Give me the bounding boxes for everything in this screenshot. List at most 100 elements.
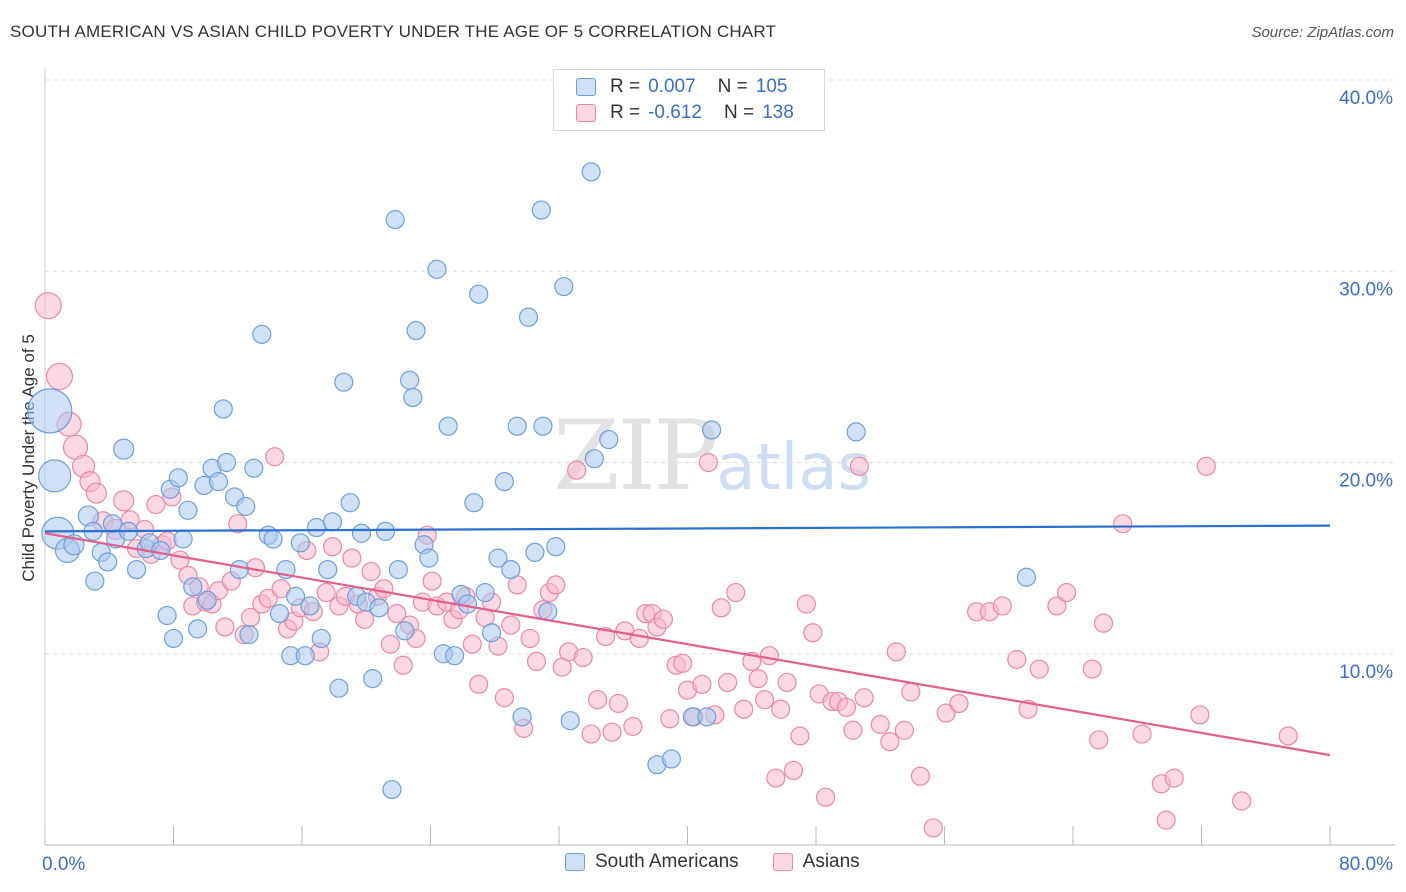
asian-point xyxy=(718,672,738,693)
south-american-point xyxy=(464,493,484,513)
south-american-point xyxy=(311,628,331,649)
y-tick-label: 40.0% xyxy=(1339,88,1393,109)
asian-point xyxy=(45,362,74,391)
south-american-point xyxy=(113,438,135,460)
x-tick-label-min: 0.0% xyxy=(42,854,85,875)
asian-point xyxy=(894,720,914,740)
asian-point xyxy=(660,709,680,729)
south-american-point xyxy=(168,468,188,488)
legend-r-label: R = xyxy=(610,102,641,123)
asian-point xyxy=(1082,659,1102,679)
asian-point xyxy=(843,720,863,740)
legend-r-value: -0.612 xyxy=(648,102,702,123)
asian-point xyxy=(992,596,1012,616)
asian-point xyxy=(748,669,768,689)
asian-point xyxy=(816,787,836,807)
legend-swatch-pink xyxy=(576,104,596,122)
legend-r-value: 0.007 xyxy=(648,76,696,97)
chart-title: SOUTH AMERICAN VS ASIAN CHILD POVERTY UN… xyxy=(10,22,777,41)
south-american-point xyxy=(306,517,327,538)
south-american-point xyxy=(518,307,539,327)
asian-point xyxy=(1007,649,1027,670)
south-american-point xyxy=(419,548,439,568)
south-american-point xyxy=(239,625,259,645)
south-american-point xyxy=(163,628,184,649)
south-american-point xyxy=(507,416,527,436)
south-american-point xyxy=(546,537,566,557)
asian-point xyxy=(520,628,540,649)
south-american-point xyxy=(98,552,118,572)
series-legend-south-americans[interactable]: South Americans xyxy=(565,851,739,873)
south-american-point xyxy=(554,276,574,297)
watermark: ZIPatlas xyxy=(553,400,871,512)
asian-point xyxy=(1278,726,1298,746)
south-american-point xyxy=(584,449,604,469)
asian-point xyxy=(469,674,489,694)
south-american-point xyxy=(599,429,619,450)
south-american-point xyxy=(533,416,553,436)
y-tick-label: 30.0% xyxy=(1339,279,1393,300)
series-legend-asians[interactable]: Asians xyxy=(772,851,860,873)
south-american-point xyxy=(263,529,283,549)
watermark-atlas: atlas xyxy=(716,431,871,505)
south-american-point xyxy=(85,571,105,591)
south-american-point xyxy=(151,540,171,561)
legend-n-value: 138 xyxy=(762,102,794,123)
asian-point xyxy=(422,571,442,591)
series-swatch-blue xyxy=(565,853,585,871)
asian-point xyxy=(923,818,943,838)
south-american-point xyxy=(340,493,360,513)
south-american-point xyxy=(229,559,249,580)
asian-point xyxy=(587,690,608,710)
south-american-point xyxy=(475,582,495,603)
south-american-point xyxy=(27,388,73,434)
south-american-point xyxy=(501,559,521,580)
asian-point xyxy=(215,617,235,637)
south-american-point xyxy=(183,577,203,597)
south-american-point xyxy=(531,200,551,220)
asian-point xyxy=(803,623,823,643)
south-american-point xyxy=(427,259,447,279)
asian-point xyxy=(526,651,547,672)
south-american-point xyxy=(701,420,722,440)
south-american-point xyxy=(1016,567,1037,587)
asian-point xyxy=(1164,768,1184,788)
south-american-point xyxy=(208,472,229,492)
asian-point xyxy=(692,674,712,694)
south-american-point xyxy=(488,548,508,568)
asian-point xyxy=(265,447,285,467)
asian-point xyxy=(759,646,780,666)
south-american-point xyxy=(178,500,198,520)
asian-point xyxy=(734,699,754,719)
south-american-point xyxy=(295,646,315,666)
south-american-point xyxy=(846,422,866,442)
south-american-point xyxy=(438,416,458,436)
asian-point xyxy=(380,634,400,654)
legend-n-label: N = xyxy=(717,76,748,97)
asian-point xyxy=(494,688,514,708)
asian-point xyxy=(85,482,108,504)
south-american-point xyxy=(187,619,208,639)
asian-point xyxy=(836,697,857,717)
south-american-point xyxy=(285,586,306,606)
asian-point xyxy=(849,456,869,476)
south-american-point xyxy=(388,559,408,580)
series-swatch-pink xyxy=(772,853,793,871)
asian-point xyxy=(1156,810,1176,830)
asian-point xyxy=(34,292,62,320)
asian-point xyxy=(870,714,890,735)
asian-point xyxy=(698,452,718,473)
south-american-point xyxy=(369,598,389,618)
south-american-point xyxy=(385,210,405,230)
asian-point xyxy=(361,561,381,582)
asian-point xyxy=(1089,730,1109,750)
south-american-point xyxy=(126,559,147,580)
south-american-point xyxy=(38,459,72,493)
asian-point xyxy=(113,490,135,512)
south-american-point xyxy=(329,678,349,698)
south-american-point xyxy=(481,623,502,643)
south-american-point xyxy=(300,596,320,616)
south-american-point xyxy=(173,529,193,549)
asian-point xyxy=(783,760,804,781)
